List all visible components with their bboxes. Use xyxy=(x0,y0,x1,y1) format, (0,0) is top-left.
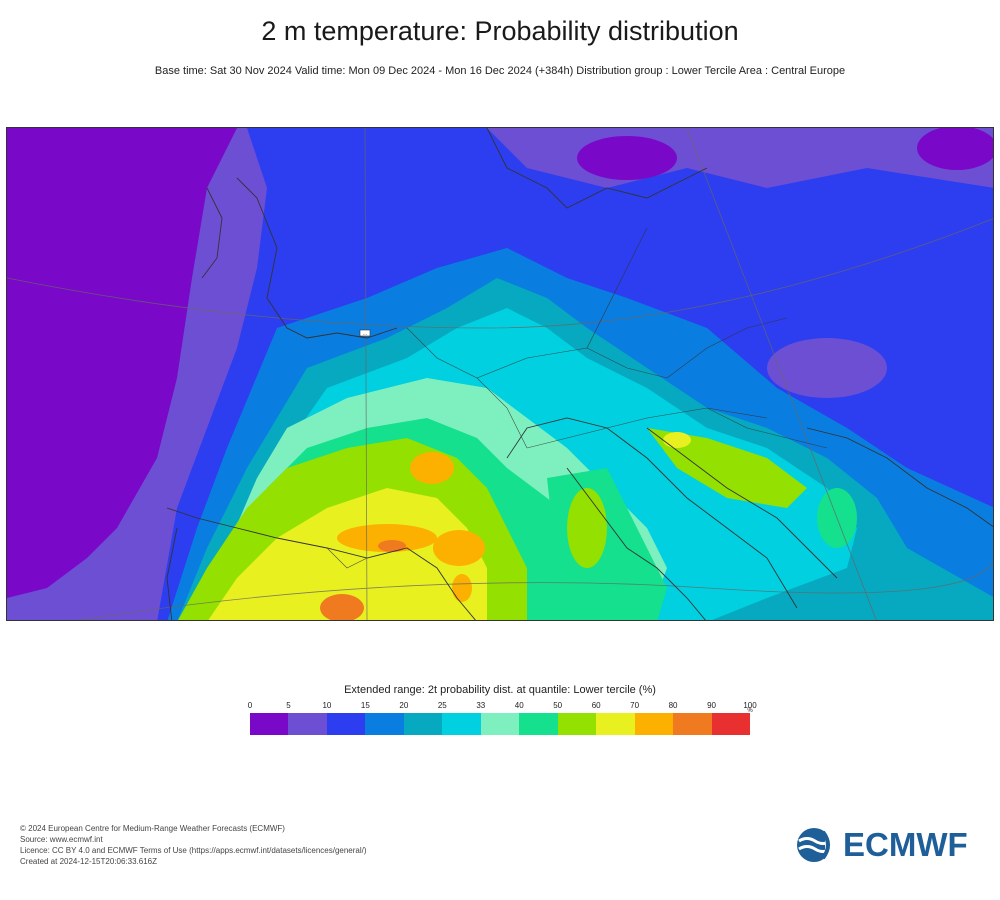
legend-swatch xyxy=(519,713,558,735)
footer-created: Created at 2024-12-15T20:06:33.616Z xyxy=(20,857,157,866)
legend-swatch xyxy=(365,713,404,735)
orange-patch-2 xyxy=(337,524,437,552)
borders xyxy=(326,227,828,569)
legend-swatch xyxy=(596,713,635,735)
coastlines xyxy=(166,128,993,620)
legend-swatch xyxy=(250,713,289,735)
legend-title: Extended range: 2t probability dist. at … xyxy=(344,684,656,696)
orange-patch-4 xyxy=(452,574,472,602)
legend-tick-label: 10 xyxy=(322,701,332,710)
legend-tick-label: 25 xyxy=(437,701,447,710)
atlantic-region xyxy=(7,128,237,598)
legend-tick-label: 40 xyxy=(514,701,524,710)
legend-tick-label: 70 xyxy=(630,701,640,710)
legend-swatch xyxy=(557,713,597,735)
dark-orange-patch-1 xyxy=(320,594,364,620)
legend-swatch xyxy=(403,713,443,735)
legend-tick-label: 90 xyxy=(707,701,716,710)
adriatic-lime xyxy=(647,428,807,508)
legend-tick-label: 15 xyxy=(360,701,370,710)
legend-colorbar xyxy=(250,713,751,735)
footer-credits: © 2024 European Centre for Medium-Range … xyxy=(20,823,367,867)
legend-swatch xyxy=(480,713,520,735)
legend-tick-label: 5 xyxy=(286,701,291,710)
footer-copyright: © 2024 European Centre for Medium-Range … xyxy=(20,824,285,833)
page-subtitle: Base time: Sat 30 Nov 2024 Valid time: M… xyxy=(154,65,846,77)
ecmwf-logo-text: ECMWF xyxy=(843,826,968,863)
legend-tick-label: 0 xyxy=(247,701,253,710)
legend-swatch xyxy=(442,713,481,735)
legend-tick-label: 50 xyxy=(553,701,563,710)
legend-tick-label: 33 xyxy=(476,701,486,710)
corsica-lime xyxy=(567,488,607,568)
footer-source: Source: www.ecmwf.int xyxy=(20,835,103,844)
orange-patch-1 xyxy=(410,452,454,484)
legend-swatch xyxy=(326,713,366,735)
page-title: 2 m temperature: Probability distributio… xyxy=(261,16,739,46)
map-canvas: ... xyxy=(7,128,993,620)
legend-swatch xyxy=(288,713,327,735)
footer-licence: Licence: CC BY 4.0 and ECMWF Terms of Us… xyxy=(20,846,367,855)
legend-tick-label: 100 xyxy=(743,701,757,710)
ecmwf-logo[interactable]: ECMWF xyxy=(795,826,985,864)
legend-unit: % xyxy=(747,708,753,714)
legend-swatch xyxy=(711,713,751,735)
city-marker xyxy=(359,329,371,337)
dark-orange-patch-2 xyxy=(378,540,406,552)
probability-map[interactable]: ... xyxy=(6,127,994,621)
legend-swatch xyxy=(673,713,712,735)
legend-tick-label: 20 xyxy=(399,701,409,710)
legend-tick-label: 80 xyxy=(668,701,678,710)
orange-patch-3 xyxy=(433,530,485,566)
city-marker-label: ... xyxy=(363,331,367,337)
baltic-violet-patch xyxy=(577,136,677,180)
adriatic-yellow xyxy=(663,432,691,448)
legend-ticks: 0 5 10 15 20 25 33 40 50 60 70 80 90 100% xyxy=(247,701,757,714)
ecmwf-logo-icon xyxy=(797,826,839,864)
northeast-violet-patch xyxy=(917,128,993,170)
legend-tick-label: 60 xyxy=(591,701,601,710)
graticule xyxy=(7,128,993,620)
legend-swatch xyxy=(634,713,674,735)
yellow-region xyxy=(208,488,487,620)
east-violet-patch xyxy=(767,338,887,398)
